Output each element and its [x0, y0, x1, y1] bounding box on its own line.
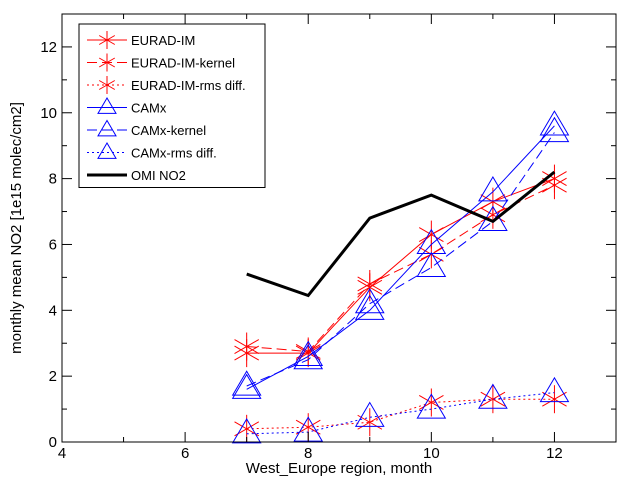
series-4-point: [293, 343, 324, 370]
series-line-0: [246, 178, 555, 354]
series-3-point: [231, 373, 262, 399]
series-line-4: [246, 132, 555, 387]
series-line-2: [246, 398, 555, 430]
legend-marker: [98, 31, 116, 49]
series-5-point: [416, 393, 447, 419]
series-line-6: [246, 170, 556, 298]
legend-label: EURAD-IM-kernel: [131, 56, 235, 71]
x-tick-label: 12: [546, 445, 563, 462]
legend: EURAD-IM EURAD-IM-kernel EURAD-IM-rms diff…: [78, 23, 266, 188]
y-axis-label: monthly mean NO2 [1e15 molec/cm2]: [8, 102, 25, 354]
legend-label: OMI NO2: [131, 168, 186, 183]
plot-area: [231, 110, 570, 444]
legend-box: [78, 23, 266, 188]
series-2-point: [357, 408, 383, 437]
y-tick-label: 6: [49, 236, 57, 253]
series-5-point: [539, 376, 570, 403]
series-5-point: [478, 383, 508, 409]
legend-label: CAMx-kernel: [131, 123, 206, 138]
y-tick-label: 2: [49, 368, 57, 385]
x-tick-label: 4: [58, 445, 66, 462]
series-3-point: [354, 294, 385, 320]
legend-label: CAMx: [131, 101, 167, 116]
series-4-point: [231, 370, 262, 396]
series-1-point: [542, 171, 567, 200]
legend-marker: [97, 119, 117, 137]
y-tick-label: 12: [40, 39, 57, 56]
axis-ticks: 4 6 8 10 12 0 2 4 6 8 10 12: [40, 14, 616, 462]
series-line-1: [246, 184, 555, 353]
series-4-point: [539, 116, 570, 143]
series-3-point: [539, 110, 570, 136]
x-axis-label: West_Europe region, month: [246, 460, 433, 477]
legend-marker: [98, 53, 116, 72]
y-tick-label: 0: [49, 434, 57, 451]
series-4-point: [416, 251, 447, 278]
y-tick-label: 8: [49, 171, 57, 188]
x-tick-label: 8: [304, 445, 312, 462]
y-tick-label: 10: [40, 105, 57, 122]
legend-label: CAMx-rms diff.: [131, 146, 217, 161]
series-line-5: [246, 392, 555, 435]
series-5-point: [231, 418, 262, 444]
y-tick-label: 4: [49, 302, 57, 319]
series-5-point: [354, 401, 385, 427]
series-1-point: [357, 269, 383, 298]
legend-label: EURAD-IM-rms diff.: [131, 78, 246, 93]
legend-label: EURAD-IM: [131, 33, 195, 48]
legend-marker: [97, 97, 117, 114]
series-2-point: [542, 385, 567, 414]
series-1-point: [234, 332, 260, 361]
legend-marker: [98, 76, 116, 94]
series-3-point: [478, 176, 508, 202]
plot-frame: [61, 13, 617, 443]
series-4-point: [354, 287, 385, 314]
legend-marker: [97, 142, 117, 159]
x-tick-label: 10: [423, 445, 440, 462]
x-tick-label: 6: [181, 445, 189, 462]
